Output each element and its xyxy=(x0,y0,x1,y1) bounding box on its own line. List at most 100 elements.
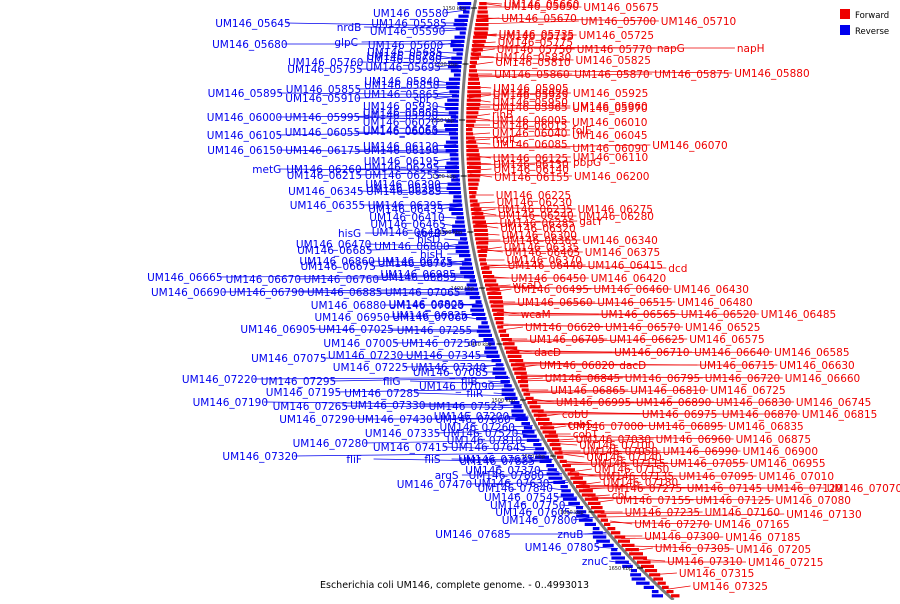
left-gene-label: UM146_07065 xyxy=(385,287,460,299)
right-gene-label: UM146_05810 xyxy=(495,57,570,69)
left-gene-label: UM146_06905 xyxy=(240,324,315,336)
right-gene-label: UM146_05830 xyxy=(496,52,571,64)
reverse-feature xyxy=(464,258,472,262)
right-gene-label: UM146_05650 xyxy=(504,1,579,13)
right-gene-label: UM146_06365 xyxy=(502,235,577,247)
reverse-feature xyxy=(446,81,460,85)
tick-label: 1350 kbp xyxy=(439,230,463,236)
left-gene-label: UM146_05840 xyxy=(364,76,439,88)
forward-feature xyxy=(472,39,486,43)
right-label-connector xyxy=(668,585,691,590)
forward-feature xyxy=(466,102,481,106)
forward-feature xyxy=(470,207,482,211)
forward-feature xyxy=(475,18,489,22)
forward-feature xyxy=(517,380,528,384)
reverse-feature xyxy=(459,266,473,270)
forward-feature xyxy=(478,254,487,258)
reverse-feature xyxy=(455,245,469,249)
legend-forward-swatch xyxy=(840,9,850,19)
right-gene-label: UM146_07310 xyxy=(667,556,742,568)
left-label-connector xyxy=(373,458,552,463)
reverse-feature xyxy=(450,44,464,48)
left-gene-label: UM146_06880 xyxy=(311,300,386,312)
left-gene-label: UM146_06355 xyxy=(290,200,365,212)
right-gene-label: UM146_07070 xyxy=(827,483,900,495)
forward-feature xyxy=(502,342,515,346)
left-gene-label: UM146_05695 xyxy=(366,62,441,74)
right-label-connector xyxy=(493,301,676,306)
left-gene-label: UM146_07320 xyxy=(222,451,297,463)
left-gene-label: UM146_06175 xyxy=(285,145,360,157)
right-gene-label: UM146_06810 xyxy=(630,385,705,397)
forward-feature xyxy=(474,233,489,237)
reverse-feature xyxy=(453,23,468,27)
forward-feature xyxy=(584,497,599,501)
reverse-feature xyxy=(578,518,593,522)
right-label-connector xyxy=(467,126,571,131)
left-gene-label: sbcB xyxy=(416,228,441,240)
right-gene-label: UM146_06520 xyxy=(681,309,756,321)
forward-feature xyxy=(544,434,558,438)
left-gene-label: UM146_06195 xyxy=(364,156,439,168)
right-gene-label: UM146_06335 xyxy=(504,242,579,254)
left-label-connector xyxy=(355,131,457,136)
tick-label: 1450 kbp xyxy=(468,342,492,348)
right-gene-label: UM146_07160 xyxy=(705,507,780,519)
forward-feature xyxy=(484,279,497,283)
right-gene-label: UM146_06440 xyxy=(508,260,583,272)
right-gene-label: UM146_06495 xyxy=(514,284,589,296)
reverse-feature xyxy=(521,422,530,426)
right-gene-label: UM146_06625 xyxy=(609,334,684,346)
right-gene-label: UM146_06895 xyxy=(648,421,723,433)
forward-feature xyxy=(495,321,504,325)
right-gene-label: UM146_06845 xyxy=(545,373,620,385)
left-gene-label: UM146_05760 xyxy=(288,57,363,69)
left-gene-label: UM146_07025 xyxy=(318,324,393,336)
tick-label: 1250 kbp xyxy=(431,118,455,124)
forward-feature xyxy=(557,455,564,459)
reverse-feature xyxy=(465,291,480,295)
left-gene-label: UM146_06825 xyxy=(392,310,467,322)
left-gene-label: UM146_07290 xyxy=(279,414,354,426)
reverse-feature xyxy=(445,165,459,169)
right-gene-label: UM146_06235 xyxy=(498,204,573,216)
forward-feature xyxy=(644,569,658,573)
forward-feature xyxy=(523,392,531,396)
left-label-connector xyxy=(278,92,457,95)
left-gene-label: fliF xyxy=(346,454,362,466)
right-gene-label: UM146_05735 xyxy=(499,29,574,41)
reverse-feature xyxy=(460,237,468,241)
left-gene-label: UM146_06345 xyxy=(288,186,363,198)
right-label-connector xyxy=(473,207,576,210)
reverse-feature xyxy=(630,573,642,577)
left-gene-label: UM146_06465 xyxy=(370,219,445,231)
left-gene-label: UM146_06065 xyxy=(363,125,438,137)
right-gene-label: UM146_06565 xyxy=(601,309,676,321)
reverse-feature xyxy=(451,174,460,178)
right-gene-label: UM146_05670 xyxy=(501,13,576,25)
left-gene-label: UM146_07085 xyxy=(413,367,488,379)
reverse-feature xyxy=(596,539,610,543)
right-gene-label: UM146_07030 xyxy=(576,434,651,446)
reverse-feature xyxy=(459,6,471,10)
forward-feature xyxy=(559,459,567,463)
right-label-connector xyxy=(474,33,497,36)
left-gene-label: UM146_06000 xyxy=(207,112,282,124)
forward-feature xyxy=(466,140,477,144)
right-gene-label: UM146_06710 xyxy=(614,347,689,359)
reverse-feature xyxy=(611,556,625,560)
forward-feature xyxy=(491,308,504,312)
right-label-connector xyxy=(591,498,774,501)
reverse-feature xyxy=(548,476,563,480)
reverse-feature xyxy=(611,548,618,552)
right-gene-label: UM146_07315 xyxy=(679,568,754,580)
left-label-connector xyxy=(451,458,552,461)
right-gene-label: UM146_05965 xyxy=(492,102,567,114)
reverse-feature xyxy=(535,455,549,459)
right-gene-label: UM146_06230 xyxy=(497,197,572,209)
forward-feature xyxy=(467,94,481,98)
right-gene-label: UM146_07180 xyxy=(603,477,678,489)
left-gene-label: UM146_05590 xyxy=(370,26,445,38)
right-label-connector xyxy=(471,55,494,58)
right-gene-label: UM146_06200 xyxy=(574,171,649,183)
